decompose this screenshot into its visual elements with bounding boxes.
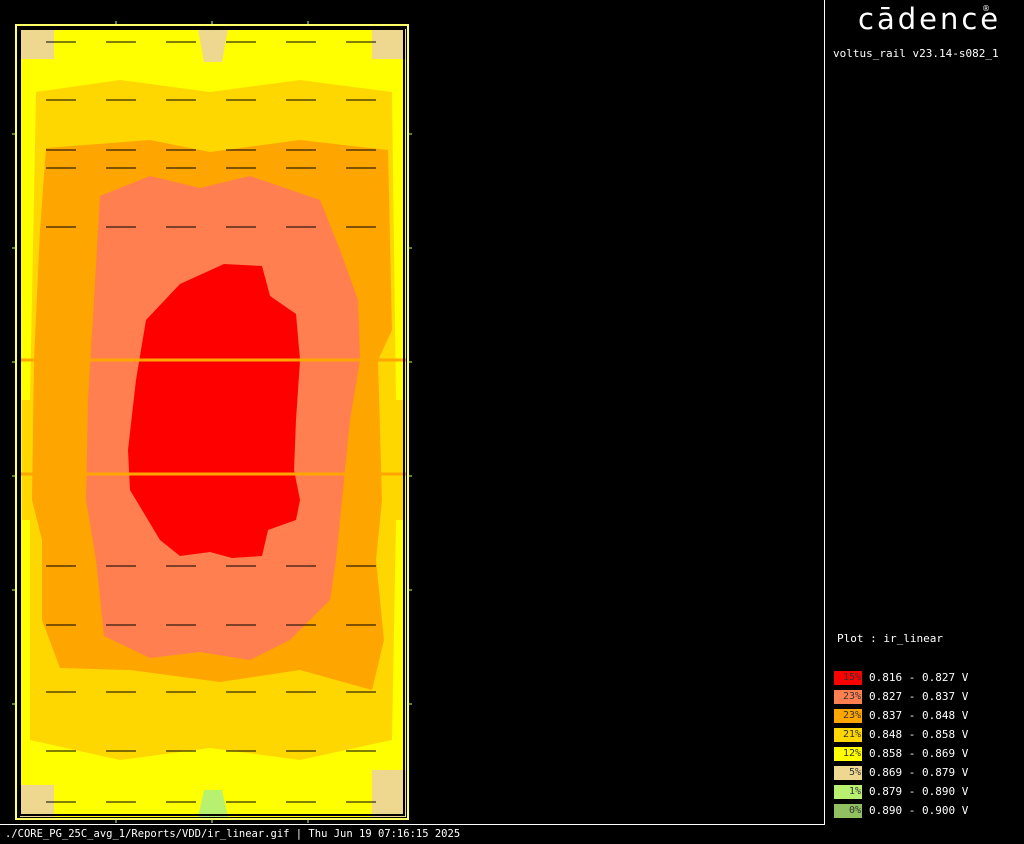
legend-range: 0.837 - 0.848 V [869,709,969,722]
heatmap-corner-tr [372,29,406,59]
legend-range: 0.848 - 0.858 V [869,728,969,741]
legend-range: 0.879 - 0.890 V [869,785,969,798]
legend-swatch: 5% [834,766,862,780]
legend-range: 0.890 - 0.900 V [869,804,969,817]
legend-swatch: 23% [834,690,862,704]
panel-divider-vertical [824,0,825,825]
heatmap-corner-tl [20,29,54,59]
legend-swatch: 0% [834,804,862,818]
legend-range: 0.816 - 0.827 V [869,671,969,684]
legend-swatch: 15% [834,671,862,685]
legend-range: 0.858 - 0.869 V [869,747,969,760]
legend-swatch: 21% [834,728,862,742]
legend-range: 0.869 - 0.879 V [869,766,969,779]
heatmap-top-notch [198,29,228,62]
ir-drop-heatmap [12,21,412,823]
footer-path: ./CORE_PG_25C_avg_1/Reports/VDD/ir_linea… [5,828,461,840]
legend-swatch: 23% [834,709,862,723]
tool-version: voltus_rail v23.14-s082_1 [833,47,999,60]
pin-ticks [12,21,412,823]
heatmap-region-red [128,264,300,558]
core-boundary [19,28,405,816]
heatmap-bottom-notch [198,790,228,817]
heatmap-corner-br [372,770,406,817]
heatmap-stripes [46,41,376,803]
logo-registered-mark: ® [982,4,990,13]
legend-swatch: 12% [834,747,862,761]
legend-range: 0.827 - 0.837 V [869,690,969,703]
heatmap-corner-bl [20,785,54,817]
plot-label: Plot : ir_linear [837,632,943,645]
panel-divider-horizontal [0,824,825,825]
legend-swatch: 1% [834,785,862,799]
cadence-logo: cādence [858,2,1002,36]
